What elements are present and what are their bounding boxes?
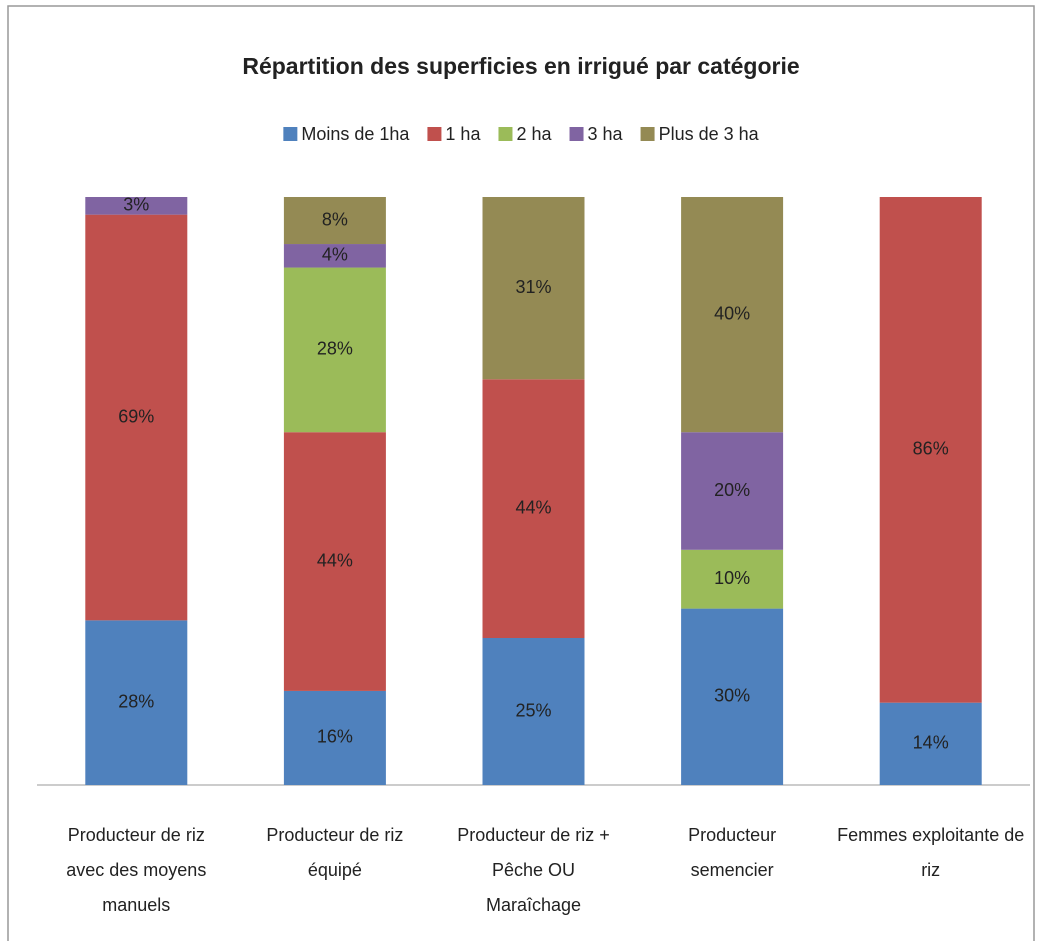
data-label: 3% [123, 195, 149, 215]
legend-swatch [640, 127, 655, 141]
chart-title: Répartition des superficies en irrigué p… [242, 53, 799, 79]
data-label: 14% [913, 733, 949, 753]
bar-segment [879, 197, 982, 703]
bar-segment [681, 197, 784, 433]
legend-swatch [569, 127, 584, 141]
data-label: 69% [118, 406, 154, 426]
data-label: 8% [322, 209, 348, 229]
legend-label: Moins de 1ha [301, 124, 410, 144]
bar-segment [879, 702, 982, 785]
legend-label: 2 ha [516, 124, 552, 144]
legend-label: 3 ha [588, 124, 624, 144]
data-label: 28% [317, 339, 353, 359]
x-tick-label: Producteur de riz équipé [266, 825, 404, 880]
bar-segment [482, 197, 585, 380]
data-label: 44% [317, 550, 353, 570]
bar-segment [283, 690, 386, 785]
data-label: 10% [714, 568, 750, 588]
bar-segment [482, 638, 585, 785]
bar-segment [85, 620, 188, 785]
data-label: 16% [317, 727, 353, 747]
legend-label: Plus de 3 ha [659, 124, 760, 144]
bar-segment [283, 197, 386, 245]
bar-segment [482, 379, 585, 638]
legend-swatch [498, 127, 513, 141]
legend-label: 1 ha [445, 124, 481, 144]
x-tick-label: Femmes exploitante de riz [837, 825, 1025, 880]
bar-segment [85, 197, 188, 215]
data-label: 86% [913, 439, 949, 459]
data-label: 20% [714, 480, 750, 500]
data-label: 30% [714, 686, 750, 706]
data-label: 28% [118, 691, 154, 711]
legend-swatch [283, 127, 298, 141]
x-tick-label: Producteur de riz avec des moyens manuel… [66, 825, 207, 915]
x-tick-label: Producteur semencier [688, 825, 777, 880]
bar-segment [283, 244, 386, 268]
bar-segment [283, 267, 386, 433]
chart-border [7, 5, 1035, 941]
legend-swatch [427, 127, 442, 141]
bar-segment [283, 432, 386, 691]
data-label: 31% [515, 277, 551, 297]
data-label: 44% [515, 497, 551, 517]
bar-segment [681, 549, 784, 609]
bar-segment [85, 214, 188, 621]
x-tick-label: Producteur de riz + Pêche OU Maraîchage [457, 825, 610, 915]
bar-segment [681, 608, 784, 785]
data-label: 4% [322, 245, 348, 265]
bar-segment [681, 432, 784, 550]
data-label: 25% [515, 700, 551, 720]
data-label: 40% [714, 303, 750, 323]
